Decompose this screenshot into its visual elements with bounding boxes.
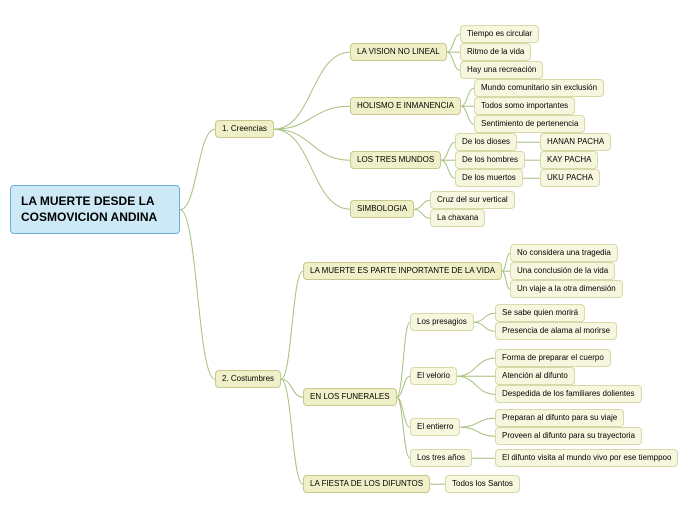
node-hanan: HANAN PACHA: [540, 133, 611, 151]
edge: [274, 52, 350, 129]
node-mundo: Mundo comunitario sin exclusión: [474, 79, 604, 97]
node-proveen: Proveen al difunto para su trayectoria: [495, 427, 642, 445]
edge: [397, 376, 410, 397]
node-sabe: Se sabe quien morirá: [495, 304, 585, 322]
node-sentimiento: Sentimiento de pertenencia: [474, 115, 585, 133]
edge: [460, 418, 495, 427]
edge: [281, 379, 303, 397]
edge: [474, 322, 495, 331]
edge: [414, 200, 430, 209]
edge: [414, 209, 430, 218]
node-ritmo: Ritmo de la vida: [460, 43, 531, 61]
node-fiesta: LA FIESTA DE LOS DIFUNTOS: [303, 475, 430, 493]
edge: [180, 210, 215, 380]
edge: [461, 88, 474, 106]
node-presagios: Los presagios: [410, 313, 474, 331]
node-conclusion: Una conclusión de la vida: [510, 262, 615, 280]
edge: [274, 129, 350, 209]
node-forma: Forma de preparar el cuerpo: [495, 349, 611, 367]
edge: [397, 322, 410, 397]
edge: [274, 106, 350, 129]
node-velorio: El velorio: [410, 367, 457, 385]
edge: [441, 142, 455, 160]
node-hombres: De los hombres: [455, 151, 525, 169]
node-cruz: Cruz del sur vertical: [430, 191, 515, 209]
node-tres: LOS TRES MUNDOS: [350, 151, 441, 169]
node-santos: Todos los Santos: [445, 475, 520, 493]
node-funerales: EN LOS FUNERALES: [303, 388, 397, 406]
node-atencion: Atención al difunto: [495, 367, 575, 385]
node-chaxana: La chaxana: [430, 209, 485, 227]
edge: [180, 129, 215, 209]
edge: [397, 397, 410, 427]
node-entierro: El entierro: [410, 418, 460, 436]
node-preparan: Preparan al difunto para su viaje: [495, 409, 624, 427]
node-kay: KAY PACHA: [540, 151, 598, 169]
edge: [447, 34, 460, 52]
node-tresanos: Los tres años: [410, 449, 472, 467]
node-simbologia: SIMBOLOGIA: [350, 200, 414, 218]
edge: [502, 271, 510, 289]
node-todos: Todos somo importantes: [474, 97, 575, 115]
edge: [460, 427, 495, 436]
edge: [474, 313, 495, 322]
node-creencias: 1. Creencias: [215, 120, 274, 138]
node-muertos: De los muertos: [455, 169, 523, 187]
node-vision: LA VISION NO LINEAL: [350, 43, 447, 61]
edge: [502, 253, 510, 271]
node-muerte_vida: LA MUERTE ES PARTE INPORTANTE DE LA VIDA: [303, 262, 502, 280]
edge: [461, 106, 474, 124]
node-holismo: HOLISMO E INMANENCIA: [350, 97, 461, 115]
edge: [457, 358, 495, 376]
edge: [457, 376, 495, 394]
node-viaje: Un viaje a la otra dimensión: [510, 280, 623, 298]
edge: [447, 52, 460, 70]
edge: [441, 160, 455, 178]
node-tragedia: No considera una tragedia: [510, 244, 618, 262]
edge: [281, 379, 303, 484]
node-recreacion: Hay una recreación: [460, 61, 543, 79]
edge: [397, 397, 410, 458]
node-dioses: De los dioses: [455, 133, 517, 151]
node-costumbres: 2. Costumbres: [215, 370, 281, 388]
edge: [274, 129, 350, 160]
node-despedida: Despedida de los familiares dolientes: [495, 385, 642, 403]
node-tiempo: Tiempo es circular: [460, 25, 539, 43]
node-uku: UKU PACHA: [540, 169, 600, 187]
node-presencia: Presencia de alama al morirse: [495, 322, 617, 340]
node-root: LA MUERTE DESDE LA COSMOVICION ANDINA: [10, 185, 180, 234]
edge: [281, 271, 303, 379]
node-visita: El difunto visita al mundo vivo por ese …: [495, 449, 678, 467]
